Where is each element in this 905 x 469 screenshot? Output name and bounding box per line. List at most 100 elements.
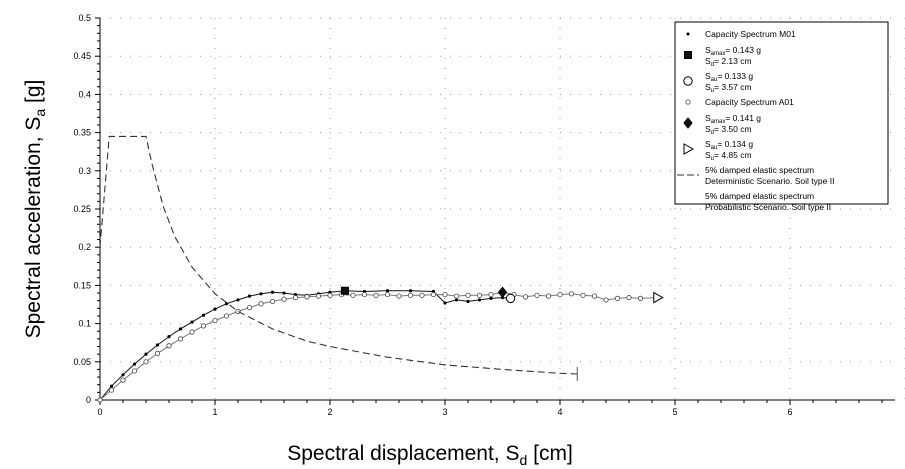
capacity-m01-point xyxy=(477,298,482,302)
legend-entry-text: Probabilistic Scenario. Soil type II xyxy=(705,202,831,212)
legend-symbol xyxy=(683,117,693,129)
capacity-a01-point xyxy=(120,377,126,383)
capacity-m01-point xyxy=(201,313,206,317)
capacity-m01-point xyxy=(178,327,183,331)
y-axis-title-sub: a xyxy=(32,109,48,117)
y-tick-label: 0.3 xyxy=(78,166,91,176)
capacity-m01-point xyxy=(121,373,125,377)
capacity-a01-point xyxy=(154,350,161,356)
capacity-a01-point xyxy=(258,301,264,307)
legend-entry-text: Samax= 0.141 g xyxy=(705,113,761,125)
y-tick-label: 0.15 xyxy=(73,280,91,290)
capacity-m01-point xyxy=(236,298,240,302)
capacity-a01-point xyxy=(591,293,598,299)
capacity-a01-point xyxy=(327,292,333,298)
capacity-a01-point xyxy=(350,292,356,298)
capacity-a01-point xyxy=(166,343,172,349)
capacity-a01-point xyxy=(212,317,218,324)
legend-entry-text: Samax= 0.143 g xyxy=(705,45,761,57)
capacity-a01-point xyxy=(304,294,310,300)
legend-symbol xyxy=(685,99,691,105)
capacity-a01-point xyxy=(407,292,414,298)
capacity-a01-point xyxy=(465,292,471,298)
legend-entry-text: Su= 4.85 cm xyxy=(705,150,752,162)
capacity-m01-point xyxy=(213,307,217,311)
capacity-a01-point xyxy=(396,293,402,299)
capacity-a01-point xyxy=(373,292,379,298)
x-axis-title-main: Spectral displacement, S xyxy=(287,442,519,465)
capacity-m01-point xyxy=(454,298,459,302)
legend-entry-text: Capacity Spectrum M01 xyxy=(705,29,796,39)
legend-entry-text: Sd= 3.50 cm xyxy=(705,124,752,136)
capacity-a01-point xyxy=(246,304,253,311)
capacity-m01-point xyxy=(167,334,171,339)
capacity-a01-point xyxy=(189,329,195,335)
capacity-m01-point xyxy=(144,352,148,356)
capacity-m01-point xyxy=(385,289,390,293)
marker-filled-square xyxy=(340,286,349,295)
capacity-m01-point xyxy=(132,362,137,366)
capacity-a01-point xyxy=(177,336,184,342)
x-axis-title-unit: [cm] xyxy=(527,442,573,465)
y-tick-label: 0.2 xyxy=(78,242,91,252)
grid xyxy=(100,17,905,400)
y-tick-label: 0.35 xyxy=(73,128,91,138)
y-axis-title-unit: [g] xyxy=(22,80,45,109)
capacity-a01-point xyxy=(223,313,230,319)
legend: Capacity Spectrum M01 Samax= 0.143 gSd= 2… xyxy=(674,21,889,212)
marker-layer xyxy=(340,286,664,304)
legend-entry-text: Sd= 2.13 cm xyxy=(705,56,752,68)
capacity-a01-point xyxy=(430,291,437,298)
capacity-a01-point xyxy=(637,295,644,301)
x-tick-label: 1 xyxy=(212,407,217,417)
y-tick-label: 0.45 xyxy=(73,51,91,61)
capacity-a01-point xyxy=(131,368,138,374)
x-tick-label: 5 xyxy=(672,407,677,417)
capacity-a01-point xyxy=(361,291,368,298)
x-axis-title-sub: d xyxy=(520,452,528,468)
y-tick-label: 0.25 xyxy=(73,204,91,214)
capacity-a01-point xyxy=(281,296,287,302)
x-tick-label: 2 xyxy=(327,407,332,417)
capacity-a01-point xyxy=(442,291,448,298)
x-tick-label: 6 xyxy=(787,407,792,417)
x-tick-labels: 0 1 2 3 4 5 6 xyxy=(97,407,792,417)
y-tick-label: 0 xyxy=(86,395,91,405)
legend-box xyxy=(674,21,889,205)
marker-filled-diamond xyxy=(497,286,508,299)
legend-entry-text: Sau= 0.134 g xyxy=(705,139,753,151)
legend-entry-text: Su= 3.57 cm xyxy=(705,82,752,94)
capacity-a01-point xyxy=(108,387,115,393)
capacity-a01-point xyxy=(269,298,276,305)
capacity-a01-point xyxy=(557,291,563,298)
y-axis-title-main: Spectral acceleration, S xyxy=(22,117,45,339)
capacity-m01-point xyxy=(282,291,286,295)
capacity-m01-point xyxy=(443,301,447,305)
capacity-a01-point xyxy=(614,295,621,301)
capacity-m01-point xyxy=(155,343,160,347)
capacity-a01-point xyxy=(580,292,586,298)
legend-symbol xyxy=(683,143,695,155)
legend-entry-text: Sau= 0.133 g xyxy=(705,71,753,83)
x-tick-label: 4 xyxy=(557,407,562,417)
capacity-a01-point xyxy=(384,291,391,298)
capacity-a01-point xyxy=(476,292,483,298)
capacity-a01-point xyxy=(235,308,241,314)
legend-entry-text: 5% damped elastic spectrum xyxy=(705,191,814,201)
marker-open-circle-large xyxy=(505,293,516,304)
capacity-a01-point xyxy=(488,291,494,298)
capacity-a01-point xyxy=(419,292,425,298)
y-tick-label: 0.5 xyxy=(78,13,91,23)
x-tick-label: 0 xyxy=(97,407,102,417)
capacity-a01-point xyxy=(292,295,299,301)
deterministic-spectrum-line xyxy=(99,135,578,375)
capacity-a01-point xyxy=(200,323,207,329)
capacity-a01-point xyxy=(603,297,609,303)
capacity-a01-point xyxy=(568,291,575,297)
axes xyxy=(95,17,895,405)
capacity-m01-point xyxy=(190,320,194,324)
legend-symbol xyxy=(686,32,690,36)
capacity-a01-point xyxy=(97,397,103,403)
capacity-a01-point xyxy=(626,295,632,301)
